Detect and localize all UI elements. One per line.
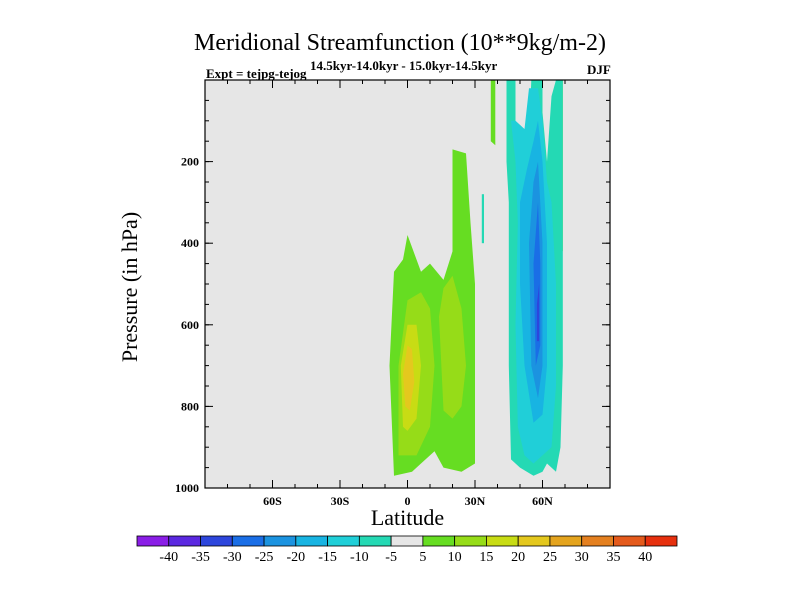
colorbar-label: -35: [191, 550, 210, 565]
contour-small-patch: [481, 194, 484, 244]
contour-upper-strip-1: [490, 80, 496, 146]
colorbar-swatch: [644, 535, 678, 547]
colorbar-label: 35: [606, 550, 620, 565]
contour-positive-cell-20: [403, 345, 415, 411]
colorbar-swatch: [549, 535, 583, 547]
y-tick-label: 200: [181, 155, 199, 169]
x-tick-label: 30N: [465, 494, 486, 508]
colorbar-label: -20: [286, 550, 305, 565]
colorbar-swatch: [263, 535, 297, 547]
colorbar-swatch: [136, 535, 170, 547]
colorbar-swatch: [390, 535, 424, 547]
colorbar-label: -10: [350, 550, 369, 565]
axis-ticks: 60S 30S 0 30N 60N 200 400 600 800 1000: [175, 79, 611, 508]
colorbar-label: 5: [419, 550, 426, 565]
colorbar-label: 10: [448, 550, 462, 565]
season-label: DJF: [587, 62, 611, 77]
colorbar-label: 25: [543, 550, 557, 565]
colorbar-swatch: [486, 535, 519, 547]
contour-regions: [389, 80, 563, 476]
contour-positive-cell-10-right: [439, 275, 466, 419]
colorbar-label: -15: [318, 550, 337, 565]
colorbar-swatch: [454, 535, 487, 547]
colorbar-swatch: [422, 535, 456, 547]
colorbar-label: 40: [638, 550, 652, 565]
chart-subtitle: 14.5kyr-14.0kyr - 15.0kyr-14.5kyr: [310, 58, 498, 73]
x-axis-label: Latitude: [370, 505, 445, 530]
x-tick-label: 30S: [331, 494, 350, 508]
colorbar-label: 20: [511, 550, 525, 565]
colorbar-swatch: [200, 535, 233, 547]
y-tick-label: 400: [181, 236, 199, 250]
y-tick-label: 800: [181, 399, 199, 413]
chart-title: Meridional Streamfunction (10**9kg/m-2): [194, 30, 606, 56]
x-tick-label: 0: [405, 494, 411, 508]
colorbar-label: 15: [479, 550, 493, 565]
x-tick-label: 60N: [532, 494, 553, 508]
contour-negative-cell-30: [536, 284, 540, 342]
colorbar-swatch: [231, 535, 265, 547]
colorbar-swatch: [295, 535, 328, 547]
experiment-label: Expt = tejpg-tejog: [206, 66, 307, 81]
colorbar-label: -30: [223, 550, 242, 565]
colorbar-label: 30: [575, 550, 589, 565]
colorbar: -40 -35 -30 -25 -20 -15 -10 -5 5 10 15 20 25 30 35 40: [136, 535, 678, 565]
colorbar-swatch: [517, 535, 551, 547]
colorbar-label: -40: [159, 550, 178, 565]
colorbar-label: -25: [255, 550, 274, 565]
y-tick-label: 600: [181, 318, 199, 332]
colorbar-swatch: [613, 535, 646, 547]
y-tick-label: 1000: [175, 481, 199, 495]
colorbar-label: -5: [385, 550, 397, 565]
colorbar-swatch: [327, 535, 360, 547]
colorbar-swatch: [358, 535, 392, 547]
colorbar-swatch: [581, 535, 614, 547]
colorbar-swatch: [168, 535, 201, 547]
x-tick-label: 60S: [263, 494, 282, 508]
